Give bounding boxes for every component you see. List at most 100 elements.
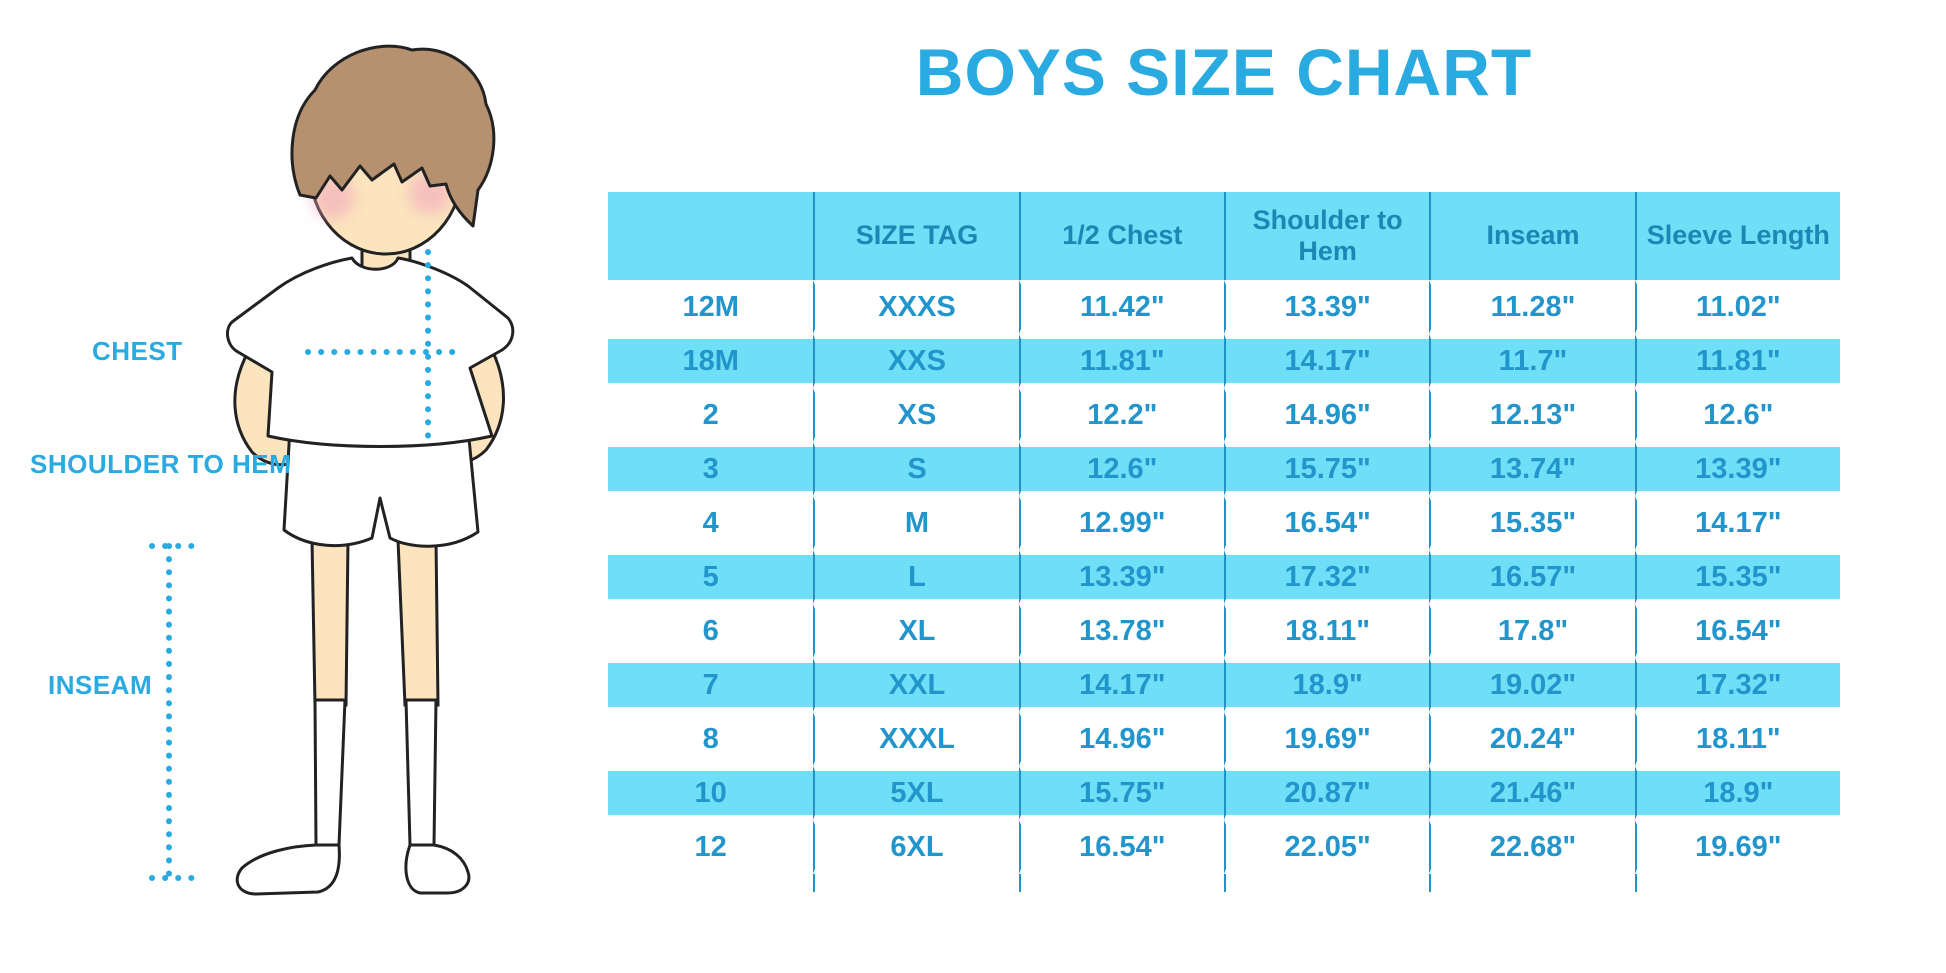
table-cell: M [813,496,1018,550]
table-cell: 18M [608,334,814,388]
left-sock [313,698,347,847]
right-leg [396,538,440,707]
size-table-header: SIZE TAG 1/2 Chest Shoulder to Hem Inseam Sl… [608,192,1840,280]
table-cell: 4 [702,506,719,539]
table-cell: 11.42" [1018,280,1224,334]
boy-measurement-diagram: CHEST SHOULDER TO HEM INSEAM [0,0,608,973]
chest-label: CHEST [92,336,183,366]
table-cell: 18.11" [1634,712,1840,766]
left-foot [235,843,341,896]
table-cell: 5 [608,550,814,604]
table-cell: 15.75" [1223,442,1430,496]
column-header [608,192,814,280]
table-row: 4 M 12.99" 16.54" 15.35" 14.17" [608,496,1840,550]
table-cell: 17.32" [1634,658,1840,712]
table-cell: 11.7" [1429,334,1635,388]
table-cell: 19.69" [1223,712,1429,766]
table-cell: XS [813,388,1018,442]
table-cell: 14.17" [1018,658,1224,712]
table-cell: 13.39" [1018,550,1224,604]
table-cell: 3 [608,442,814,496]
table-row: 7 XXL 14.17" 18.9" 19.02" 17.32" [608,658,1840,712]
column-header: Shoulder to Hem [1223,192,1430,280]
table-cell: 16.54" [1634,604,1840,658]
table-cell: 22.05" [1223,820,1429,874]
size-table-body: 12M XXXS 11.42" 13.39" 11.28" 11.02" 18M XXS 11.… [608,280,1840,892]
table-cell: XXXL [813,712,1018,766]
header-row: SIZE TAG 1/2 Chest Shoulder to Hem Inseam Sl… [608,192,1840,280]
table-cell: 2 [702,398,719,431]
table-cell: 11.81" [1018,334,1224,388]
shoulder-to-hem-label: SHOULDER TO HEM [30,449,292,479]
inseam-label: INSEAM [48,670,153,700]
shorts [282,426,480,548]
table-cell: 12.99" [1018,496,1224,550]
table-cell: 13.78" [1018,604,1224,658]
table-cell: 8 [702,722,719,755]
table-cell: 16.54" [1223,496,1429,550]
table-cell: 18.9" [1634,766,1840,820]
table-cell: 12 [694,830,727,863]
table-cell: 12.6" [1018,442,1224,496]
table-cell: 7 [608,658,814,712]
column-header: Inseam [1429,192,1635,280]
table-cell: 20.87" [1223,766,1430,820]
table-cell: XXL [813,658,1019,712]
column-header: 1/2 Chest [1018,192,1224,280]
table-cell: 13.39" [1223,280,1429,334]
table-cell: XL [813,604,1018,658]
table-cell: 10 [608,766,814,820]
column-line-extension [608,874,1840,892]
column-header: Sleeve Length [1634,192,1840,280]
table-cell: 14.17" [1634,496,1840,550]
table-cell: 15.75" [1018,766,1224,820]
table-cell: 15.35" [1634,550,1840,604]
table-cell: 19.02" [1429,658,1635,712]
table-cell: 12.13" [1429,388,1634,442]
page-title: BOYS SIZE CHART [915,35,1533,109]
table-cell: XXS [813,334,1019,388]
table-row: 6 XL 13.78" 18.11" 17.8" 16.54" [608,604,1840,658]
right-sock [404,698,438,847]
right-foot [404,843,471,895]
hair [290,44,496,228]
size-table-container: SIZE TAG 1/2 Chest Shoulder to Hem Inseam Sl… [608,192,1840,892]
table-cell: 15.35" [1429,496,1634,550]
column-line-extension-cell [1429,874,1634,892]
table-cell: 12.6" [1634,388,1840,442]
table-cell: 11.02" [1634,280,1840,334]
table-cell: 16.54" [1018,820,1224,874]
left-leg [310,538,350,707]
table-cell: 12M [682,290,739,323]
table-cell: 16.57" [1429,550,1635,604]
table-cell: 14.17" [1223,334,1430,388]
table-row: 12M XXXS 11.42" 13.39" 11.28" 11.02" [608,280,1840,334]
table-cell: 17.8" [1429,604,1634,658]
table-cell: 19.69" [1634,820,1840,874]
table-cell: S [813,442,1019,496]
table-row: 3 S 12.6" 15.75" 13.74" 13.39" [608,442,1840,496]
table-cell: L [813,550,1019,604]
table-cell: 5XL [813,766,1019,820]
table-cell: 12.2" [1018,388,1224,442]
table-row: 5 L 13.39" 17.32" 16.57" 15.35" [608,550,1840,604]
table-cell: 13.39" [1634,442,1840,496]
table-cell: 18.9" [1223,658,1430,712]
column-line-extension-cell [608,874,813,892]
column-line-extension-cell [1223,874,1429,892]
table-row: 2 XS 12.2" 14.96" 12.13" 12.6" [608,388,1840,442]
table-cell: 6 [702,614,719,647]
table-row: 12 6XL 16.54" 22.05" 22.68" 19.69" [608,820,1840,874]
table-cell: 6XL [813,820,1018,874]
size-table: SIZE TAG 1/2 Chest Shoulder to Hem Inseam Sl… [608,192,1840,892]
table-cell: 11.81" [1634,334,1840,388]
table-row: 10 5XL 15.75" 20.87" 21.46" 18.9" [608,766,1840,820]
table-cell: 21.46" [1429,766,1635,820]
column-line-extension-cell [1634,874,1840,892]
table-cell: 14.96" [1018,712,1224,766]
table-cell: 13.74" [1429,442,1635,496]
table-cell: 22.68" [1429,820,1634,874]
column-header: SIZE TAG [813,192,1019,280]
table-cell: 11.28" [1429,280,1634,334]
